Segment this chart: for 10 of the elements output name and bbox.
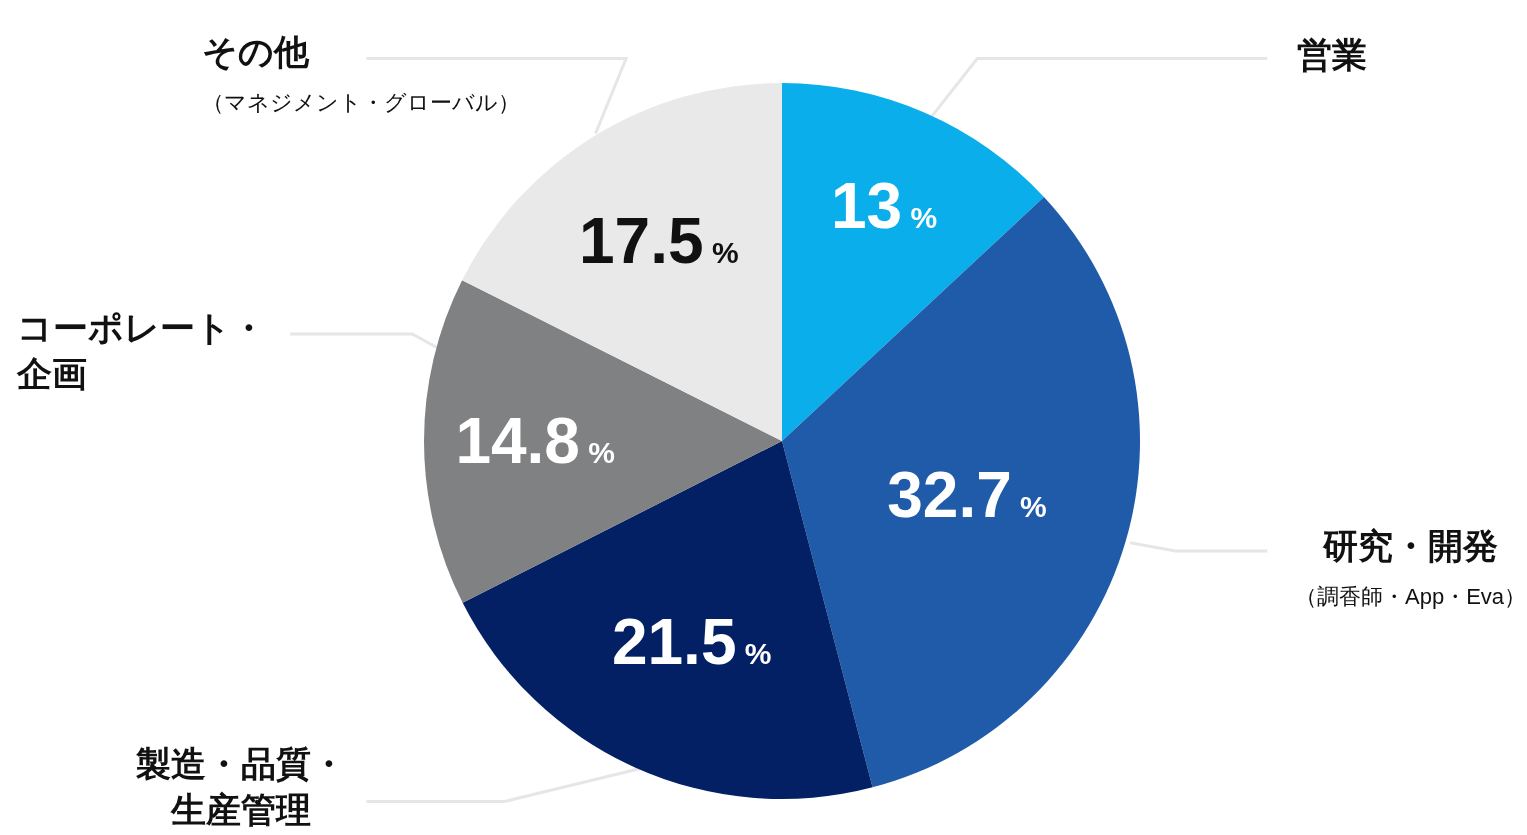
data-label: 17.5% (578, 205, 739, 278)
slice-label: 製造・品質・生産管理 (135, 744, 346, 829)
slice-label: その他（マネジメント・グローバル） (202, 32, 520, 115)
data-label: 13% (831, 170, 938, 243)
slice-label: コーポレート・企画 (16, 308, 266, 393)
slice-label: 研究・開発（調香師・App・Eva） (1295, 526, 1527, 609)
slice-label: 営業 (1297, 35, 1367, 74)
data-label: 21.5% (611, 605, 772, 678)
data-label: 32.7% (887, 458, 1047, 531)
data-label: 14.8% (455, 405, 615, 478)
